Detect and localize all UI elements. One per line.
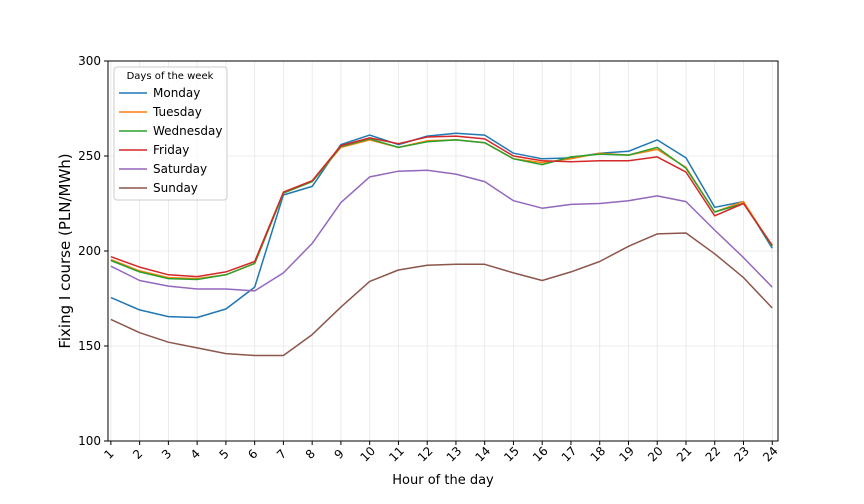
series-line-sunday	[110, 232, 773, 357]
legend-title: Days of the week	[127, 71, 214, 82]
y-tick-label: 250	[78, 149, 101, 163]
legend-items: Monday Tuesday Wednesday Friday Saturday Sund…	[119, 86, 222, 195]
legend-label-saturday: Saturday	[153, 162, 207, 176]
y-axis-label: Fixing I course (PLN/MWh)	[56, 153, 74, 348]
series-line-friday	[110, 135, 773, 278]
legend-label-monday: Monday	[153, 86, 200, 100]
y-tick-label: 150	[78, 339, 101, 353]
series-lines	[110, 132, 773, 357]
legend-box	[113, 66, 228, 201]
legend-label-sunday: Sunday	[153, 181, 198, 195]
y-tick-label: 100	[78, 434, 101, 448]
y-tick-label: 200	[78, 244, 101, 258]
legend: Days of the week Monday Tuesday Wednesday F…	[113, 66, 228, 201]
legend-label-tuesday: Tuesday	[152, 105, 202, 119]
series-line-saturday	[110, 169, 773, 292]
y-tick-label: 300	[78, 54, 101, 68]
y-axis: 100 150 200 250 300	[78, 54, 108, 448]
series-line-monday	[110, 132, 773, 319]
series-line-wednesday	[110, 138, 773, 281]
legend-label-wednesday: Wednesday	[153, 124, 222, 138]
legend-label-friday: Friday	[153, 143, 189, 157]
x-axis-label: Hour of the day	[392, 473, 494, 488]
